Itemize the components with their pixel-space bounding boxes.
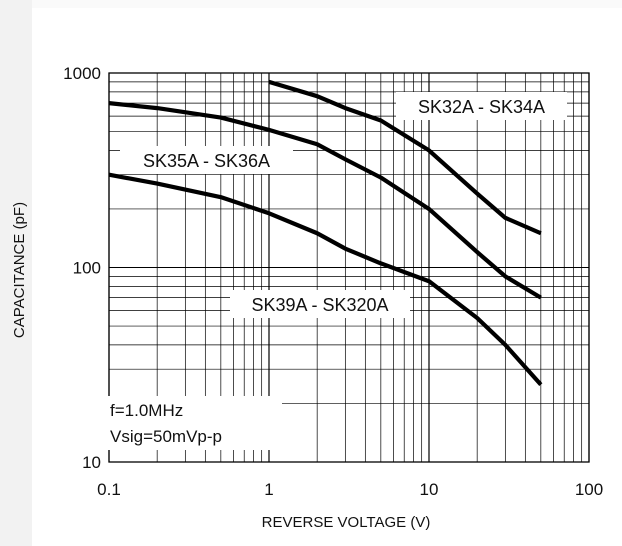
left-margin-strip	[0, 0, 32, 546]
series-labels: SK32A - SK34A SK35A - SK36A SK39A - SK320A	[120, 92, 567, 318]
series-line-2	[108, 101, 542, 300]
series-line-1	[268, 79, 542, 236]
series-label-1: SK32A - SK34A	[418, 97, 545, 117]
annotation-box: f=1.0MHz Vsig=50mVp-p	[106, 396, 282, 450]
series-label-bg-3	[230, 290, 410, 318]
annotation-box-bg	[106, 396, 282, 450]
x-tick-labels: 0.1 1 10 100	[97, 480, 603, 499]
series-label-3: SK39A - SK320A	[251, 295, 388, 315]
annotation-frequency: f=1.0MHz	[110, 401, 183, 420]
series-label-bg-1	[396, 92, 567, 120]
x-tick-label: 1	[264, 480, 273, 499]
top-margin-strip	[32, 0, 622, 8]
curves	[108, 79, 543, 387]
plot-frame	[108, 72, 590, 463]
y-tick-labels: 10 100 1000	[63, 64, 101, 472]
series-label-bg-2	[120, 146, 293, 174]
x-tick-label: 10	[420, 480, 439, 499]
x-tick-label: 0.1	[97, 480, 121, 499]
series-label-2: SK35A - SK36A	[143, 151, 270, 171]
y-tick-label: 1000	[63, 64, 101, 83]
y-axis-label: CAPACITANCE (pF)	[11, 202, 28, 338]
annotation-vsig: Vsig=50mVp-p	[110, 427, 222, 446]
series-line-3	[108, 172, 543, 387]
y-tick-label: 10	[82, 453, 101, 472]
x-axis-label: REVERSE VOLTAGE (V)	[262, 514, 431, 531]
y-tick-label: 100	[73, 259, 101, 278]
x-tick-label: 100	[575, 480, 603, 499]
